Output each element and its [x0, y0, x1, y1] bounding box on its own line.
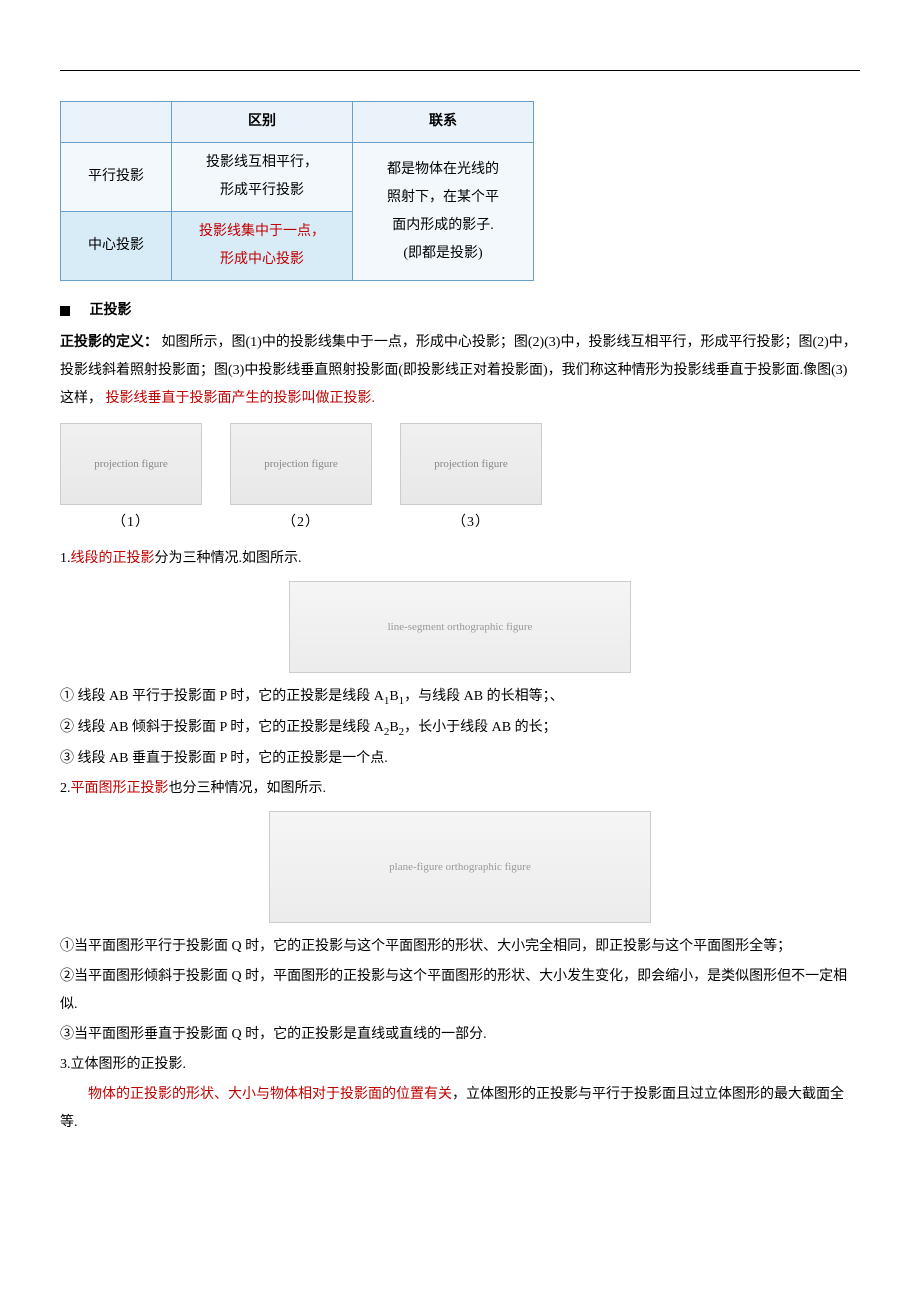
figure-2-caption: （2） [230, 509, 372, 537]
definition-conclusion: 投影线垂直于投影面产生的投影叫做正投影. [106, 391, 376, 406]
row-central-diff: 投影线集中于一点， 形成中心投影 [172, 212, 353, 281]
projection-type-figure-row: projection figure （1） projection figure … [60, 423, 860, 537]
row-central-diff-l2: 形成中心投影 [220, 252, 304, 267]
seg2c: ，长小于线段 AB 的长； [404, 720, 556, 735]
seg1a: ① 线段 AB 平行于投影面 P 时，它的正投影是线段 A [60, 689, 384, 704]
segment-num: 1. [60, 551, 71, 566]
plane-item-1: ①当平面图形平行于投影面 Q 时，它的正投影与这个平面图形的形状、大小完全相同，… [60, 933, 860, 961]
figure-3-caption: （3） [400, 509, 542, 537]
plane-item-3: ③当平面图形垂直于投影面 Q 时，它的正投影是直线或直线的一部分. [60, 1021, 860, 1049]
seg2b: B [389, 720, 398, 735]
segment-item-2: ② 线段 AB 倾斜于投影面 P 时，它的正投影是线段 A2B2，长小于线段 A… [60, 714, 860, 743]
definition-paragraph: 正投影的定义： 如图所示，图(1)中的投影线集中于一点，形成中心投影；图(2)(… [60, 329, 860, 413]
figure-3: projection figure （3） [400, 423, 542, 537]
row-parallel-diff: 投影线互相平行， 形成平行投影 [172, 143, 353, 212]
section-title: 正投影 [90, 303, 132, 318]
solid-projection-title: 3.立体图形的正投影. [60, 1051, 860, 1079]
hdr-link: 联系 [353, 102, 534, 143]
solid-red: 物体的正投影的形状、大小与物体相对于投影面的位置有关 [88, 1087, 452, 1102]
figure-2: projection figure （2） [230, 423, 372, 537]
plane-orthographic-figure: plane-figure orthographic figure [60, 811, 860, 923]
plane-figure-image: plane-figure orthographic figure [269, 811, 651, 923]
row-link-l4: (即都是投影) [403, 246, 482, 261]
hdr-blank [61, 102, 172, 143]
definition-label: 正投影的定义： [60, 335, 158, 350]
plane-item-2: ②当平面图形倾斜于投影面 Q 时，平面图形的正投影与这个平面图形的形状、大小发生… [60, 963, 860, 1019]
row-link-l3: 面内形成的影子. [392, 218, 494, 233]
section-heading: 正投影 [60, 297, 860, 325]
segment-projection-title: 1.线段的正投影分为三种情况.如图所示. [60, 545, 860, 573]
row-parallel-label: 平行投影 [61, 143, 172, 212]
hdr-diff: 区别 [172, 102, 353, 143]
seg1b: B [389, 689, 398, 704]
segment-item-1: ① 线段 AB 平行于投影面 P 时，它的正投影是线段 A1B1，与线段 AB … [60, 683, 860, 712]
row-central-diff-l1: 投影线集中于一点， [199, 224, 325, 239]
segment-figure-image: line-segment orthographic figure [289, 581, 631, 673]
projection-compare-table: 区别 联系 平行投影 投影线互相平行， 形成平行投影 都是物体在光线的 照射下，… [60, 101, 534, 281]
bullet-square-icon [60, 306, 70, 316]
figure-1-caption: （1） [60, 509, 202, 537]
plane-num: 2. [60, 781, 71, 796]
row-link-l2: 照射下，在某个平 [387, 190, 499, 205]
row-parallel-diff-l2: 形成平行投影 [220, 183, 304, 198]
segment-red: 线段的正投影 [71, 551, 155, 566]
figure-3-image: projection figure [400, 423, 542, 505]
solid-projection-body: 物体的正投影的形状、大小与物体相对于投影面的位置有关，立体图形的正投影与平行于投… [60, 1081, 860, 1137]
top-rule [60, 70, 860, 71]
seg1c: ，与线段 AB 的长相等；、 [404, 689, 563, 704]
figure-2-image: projection figure [230, 423, 372, 505]
segment-orthographic-figure: line-segment orthographic figure [60, 581, 860, 673]
seg2a: ② 线段 AB 倾斜于投影面 P 时，它的正投影是线段 A [60, 720, 384, 735]
row-link-l1: 都是物体在光线的 [387, 162, 499, 177]
plane-tail: 也分三种情况，如图所示. [169, 781, 327, 796]
row-parallel-diff-l1: 投影线互相平行， [206, 155, 318, 170]
row-central-label: 中心投影 [61, 212, 172, 281]
segment-tail: 分为三种情况.如图所示. [155, 551, 302, 566]
row-link: 都是物体在光线的 照射下，在某个平 面内形成的影子. (即都是投影) [353, 143, 534, 281]
segment-item-3: ③ 线段 AB 垂直于投影面 P 时，它的正投影是一个点. [60, 745, 860, 773]
plane-red: 平面图形正投影 [71, 781, 169, 796]
plane-projection-title: 2.平面图形正投影也分三种情况，如图所示. [60, 775, 860, 803]
figure-1-image: projection figure [60, 423, 202, 505]
figure-1: projection figure （1） [60, 423, 202, 537]
